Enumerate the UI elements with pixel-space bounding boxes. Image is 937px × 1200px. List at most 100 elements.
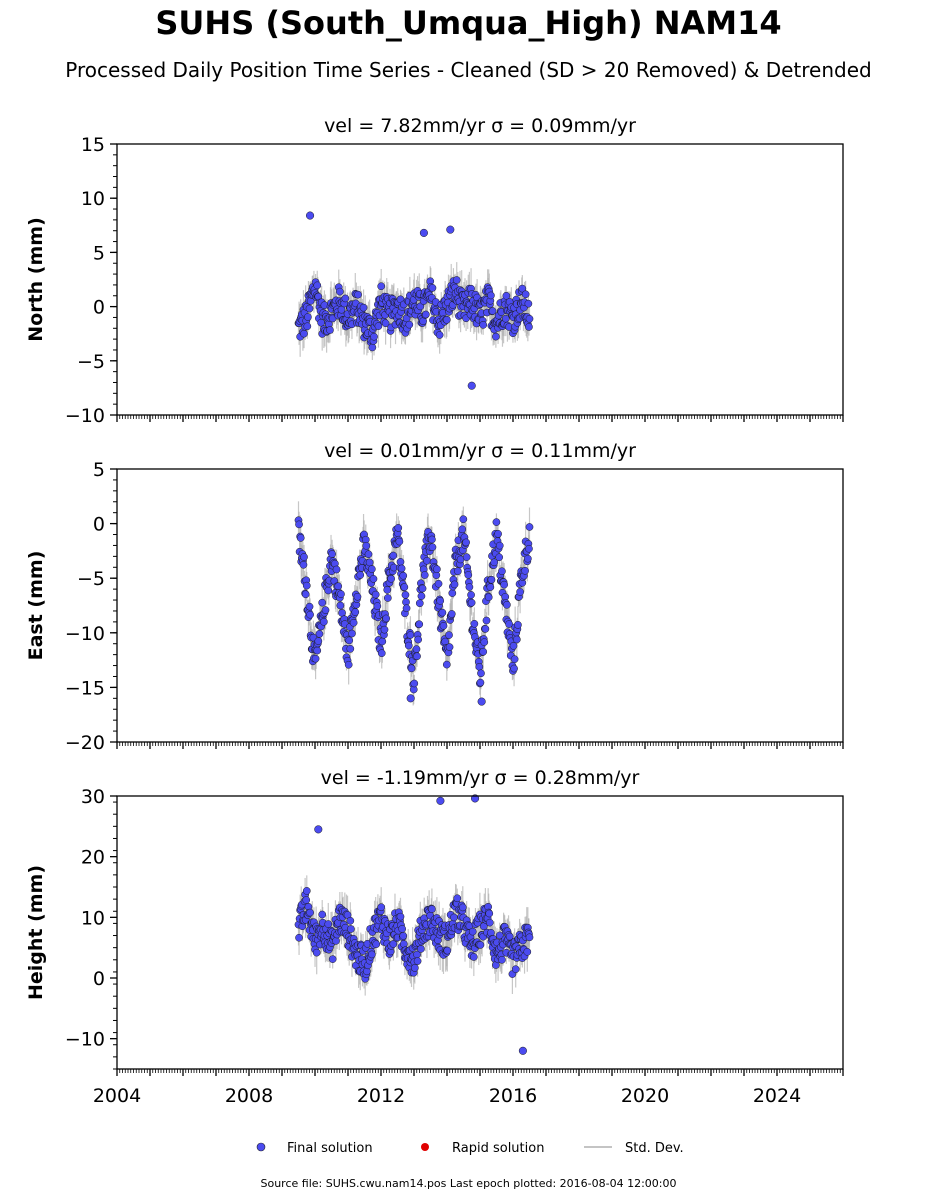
data-point [377, 282, 386, 291]
data-point [415, 599, 424, 608]
data-point [365, 558, 374, 567]
outlier-point [446, 225, 455, 234]
data-point [353, 592, 362, 601]
data-point [387, 574, 395, 583]
data-point [314, 637, 323, 645]
outlier-point [306, 211, 315, 220]
data-point [396, 912, 405, 921]
y-tick-label: 5 [93, 459, 105, 481]
data-point [420, 571, 429, 579]
data-point [370, 332, 378, 341]
data-point [364, 550, 373, 559]
x-tick-label: 2004 [93, 1085, 141, 1107]
x-tick-label: 2016 [489, 1085, 537, 1107]
data-point [356, 571, 365, 579]
y-tick-label: 10 [81, 188, 105, 210]
y-tick-label: −10 [65, 1029, 105, 1051]
data-point [458, 525, 467, 534]
data-point [510, 655, 519, 664]
data-point [320, 617, 328, 626]
y-tick-label: −10 [65, 405, 105, 427]
data-point [525, 523, 534, 531]
data-point [445, 643, 454, 651]
data-point [518, 284, 527, 293]
data-point [328, 955, 337, 963]
data-point [302, 896, 311, 904]
data-point [503, 600, 511, 609]
data-point [404, 641, 413, 650]
data-point [300, 553, 308, 561]
x-tick-label: 2012 [357, 1085, 405, 1107]
data-point [399, 571, 408, 580]
y-tick-label: −5 [77, 351, 105, 373]
data-point [476, 941, 485, 949]
figure-title: SUHS (South_Umqua_High) NAM14 [155, 4, 782, 42]
data-point [301, 590, 310, 599]
source-footer: Source file: SUHS.cwu.nam14.pos Last epo… [260, 1177, 677, 1190]
outlier-point [419, 228, 428, 237]
data-point [442, 315, 451, 324]
data-point [459, 515, 468, 524]
data-point [295, 933, 303, 942]
data-point [492, 332, 500, 341]
y-tick-label: 5 [93, 242, 105, 264]
data-point [433, 565, 441, 574]
data-point [389, 940, 398, 948]
data-point [396, 558, 405, 566]
outlier-point [518, 1046, 527, 1055]
data-point [525, 544, 533, 553]
data-point [413, 957, 422, 965]
data-point [335, 287, 344, 296]
data-point [359, 303, 368, 312]
data-point [434, 579, 443, 588]
data-point [417, 945, 425, 953]
data-point [414, 635, 422, 644]
data-point [482, 616, 491, 625]
data-point [410, 964, 419, 972]
data-point [525, 323, 533, 331]
data-point [442, 660, 451, 669]
y-axis-label: East (mm) [25, 551, 47, 661]
data-point [498, 567, 506, 576]
data-point [435, 331, 444, 339]
x-tick-label: 2008 [225, 1085, 273, 1107]
data-point [465, 583, 474, 591]
data-point [495, 553, 504, 562]
data-point [377, 903, 386, 912]
panel-title: vel = 7.82mm/yr σ = 0.09mm/yr [324, 115, 636, 137]
data-point [502, 291, 511, 300]
final-solution-points [294, 794, 534, 1055]
data-point [341, 294, 350, 303]
data-point [362, 541, 371, 550]
figure-subtitle: Processed Daily Position Time Series - C… [65, 58, 872, 82]
data-point [374, 322, 383, 330]
y-tick-label: 20 [81, 847, 105, 869]
data-point [447, 610, 456, 618]
data-point [296, 534, 305, 542]
data-point [467, 598, 476, 607]
data-point [311, 654, 320, 663]
data-point [487, 575, 496, 584]
outlier-point [314, 825, 323, 834]
data-point [346, 644, 355, 653]
y-tick-label: −15 [65, 677, 105, 699]
data-point [490, 558, 499, 567]
panel-3: vel = -1.19mm/yr σ = 0.28mm/yr Height (mm… [25, 767, 844, 1107]
panel-title: vel = -1.19mm/yr σ = 0.28mm/yr [321, 767, 640, 789]
data-point [313, 646, 322, 655]
data-point [523, 554, 532, 563]
data-point [300, 329, 308, 338]
data-point [382, 614, 391, 623]
data-point [485, 909, 494, 918]
data-point [303, 322, 312, 331]
data-point [428, 543, 437, 552]
data-point [523, 948, 532, 956]
data-point [415, 620, 424, 629]
y-tick-label: 0 [93, 514, 105, 536]
y-tick-label: 0 [93, 297, 105, 319]
data-point [337, 590, 345, 598]
data-point [509, 641, 518, 650]
data-point [458, 903, 467, 912]
data-point [371, 590, 380, 599]
data-point [481, 625, 490, 633]
